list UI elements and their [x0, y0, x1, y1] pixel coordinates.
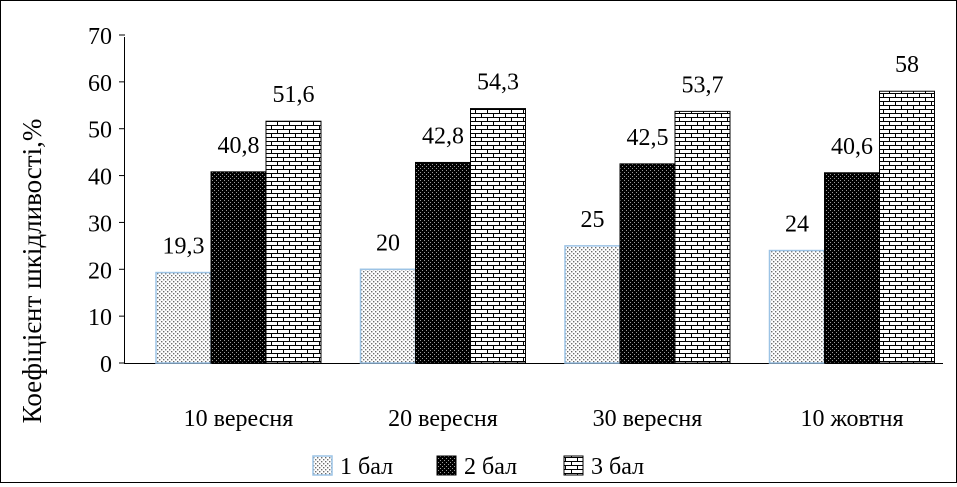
bar	[210, 171, 267, 364]
data-label: 42,5	[627, 125, 669, 151]
bar	[564, 245, 621, 364]
data-label: 54,3	[477, 70, 519, 96]
bar	[155, 271, 212, 364]
y-tick-label: 20	[88, 258, 112, 284]
bar	[674, 110, 731, 364]
y-axis: 0 10 20 30 40 50 60 70	[88, 24, 125, 378]
y-tick-label: 0	[100, 352, 112, 378]
bar	[265, 120, 322, 364]
bar	[470, 108, 526, 364]
data-label: 51,6	[273, 82, 315, 108]
data-label: 19,3	[163, 234, 205, 260]
data-label: 42,8	[422, 123, 464, 149]
x-tick-label: 30 вересня	[593, 406, 703, 432]
bar	[768, 249, 826, 364]
y-tick-label: 30	[88, 211, 112, 237]
y-tick-label: 50	[88, 118, 112, 144]
legend-swatch	[312, 455, 333, 476]
x-tick-label: 10 вересня	[184, 406, 294, 432]
y-tick-label: 10	[88, 305, 112, 331]
legend-label: 1 бал	[340, 454, 393, 480]
bar-labels: 19,3 20 25 24 40,8 42,8 42,5 40,6 51,6 54,3 53,7 58	[163, 52, 920, 259]
bar	[824, 172, 880, 364]
data-label: 20	[376, 230, 400, 256]
legend-swatch	[563, 455, 584, 476]
data-label: 40,8	[218, 133, 260, 159]
data-label: 25	[581, 207, 605, 233]
x-axis: 10 вересня 20 вересня 30 вересня 10 жовтня	[184, 406, 904, 432]
x-tick-label: 20 вересня	[388, 406, 498, 432]
data-label: 24	[785, 212, 809, 238]
legend: 1 бал 2 бал 3 бал	[312, 454, 644, 480]
bar	[359, 268, 417, 364]
bars	[155, 90, 935, 364]
bar	[879, 90, 935, 364]
data-label: 58	[895, 52, 919, 78]
x-tick-label: 10 жовтня	[800, 406, 903, 432]
data-label: 53,7	[682, 72, 724, 98]
data-label: 40,6	[831, 134, 873, 160]
y-tick-label: 40	[88, 165, 112, 191]
y-tick-label: 70	[88, 24, 112, 50]
y-tick-label: 60	[88, 71, 112, 97]
legend-label: 2 бал	[464, 454, 517, 480]
bar	[619, 163, 676, 364]
bar	[415, 161, 471, 364]
legend-label: 3 бал	[591, 454, 644, 480]
y-axis-title: Коефіцієнт шкідливості,%	[17, 119, 47, 424]
legend-swatch	[436, 455, 457, 476]
